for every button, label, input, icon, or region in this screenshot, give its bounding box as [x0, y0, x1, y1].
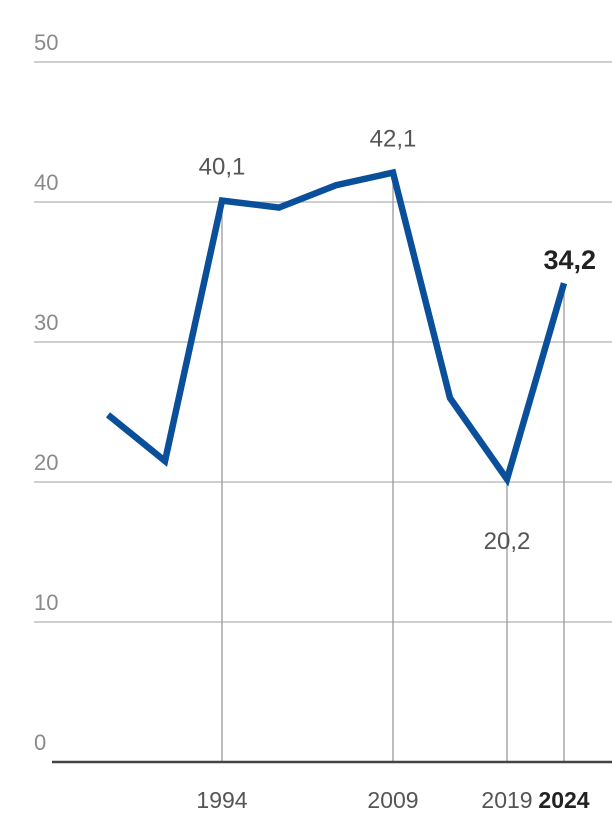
data-label: 34,2 — [543, 245, 596, 275]
guide-layer — [221, 172, 565, 762]
label-layer: 40,1 42,1 20,2 34,2 — [199, 126, 596, 556]
data-point — [561, 280, 568, 287]
data-point — [219, 197, 226, 204]
x-tick-label: 1994 — [196, 787, 247, 813]
grid-layer — [34, 61, 612, 623]
data-point — [333, 182, 340, 189]
axis-layer: 0 10 20 30 40 50 1994 2009 2019 2024 — [34, 30, 612, 813]
data-point — [504, 476, 511, 483]
data-point — [390, 169, 397, 176]
data-label: 20,2 — [484, 528, 531, 555]
data-point — [276, 204, 283, 211]
data-label: 42,1 — [370, 126, 417, 153]
data-point — [447, 395, 454, 402]
y-tick-label: 0 — [34, 730, 46, 755]
y-tick-label: 40 — [34, 170, 58, 195]
series-line — [105, 168, 568, 487]
data-point — [162, 458, 169, 465]
x-tick-label: 2024 — [538, 787, 589, 813]
x-tick-label: 2019 — [481, 787, 532, 813]
x-tick-label: 2009 — [367, 787, 418, 813]
y-tick-label: 50 — [34, 30, 58, 55]
y-tick-label: 30 — [34, 310, 58, 335]
data-label: 40,1 — [199, 154, 246, 181]
y-tick-label: 10 — [34, 590, 58, 615]
y-tick-label: 20 — [34, 450, 58, 475]
data-point — [105, 411, 112, 418]
series-layer — [105, 168, 568, 487]
